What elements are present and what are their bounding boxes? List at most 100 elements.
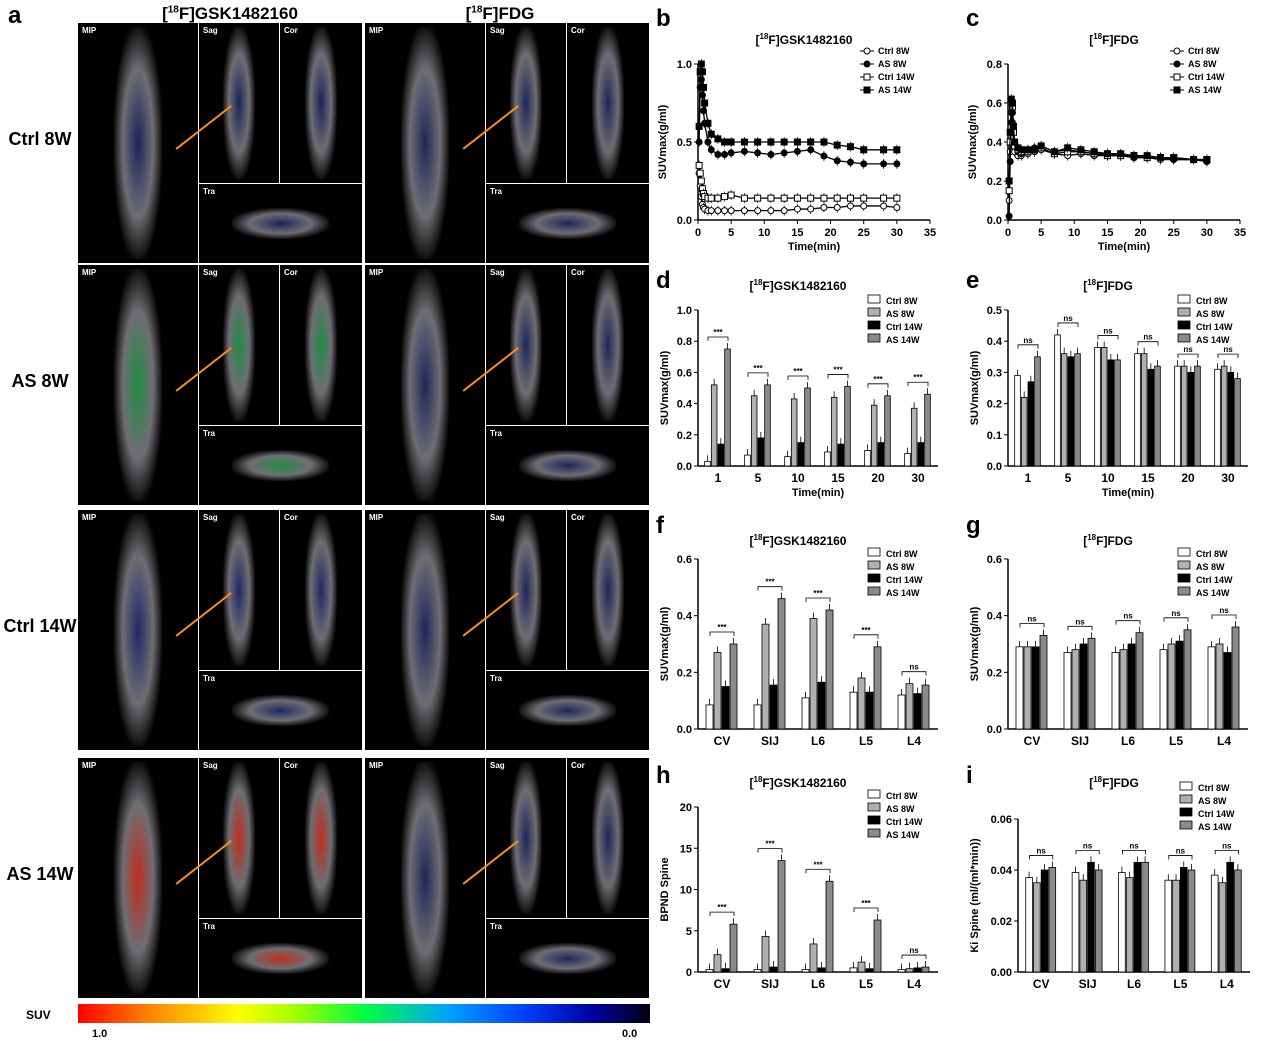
data-point <box>1143 152 1151 160</box>
data-point <box>846 158 854 166</box>
x-tick-label: 5 <box>755 471 762 485</box>
tile-label: Cor <box>284 761 298 770</box>
data-point <box>820 138 828 146</box>
data-point <box>721 150 729 158</box>
legend-label: AS 8W <box>1198 796 1227 806</box>
significance-label: ns <box>1123 612 1133 621</box>
x-tick-label: 0 <box>695 227 701 239</box>
legend-label: AS 8W <box>886 562 915 572</box>
mip-image: MIP <box>365 510 485 750</box>
spine-render <box>518 207 617 240</box>
tile-label: Tra <box>203 429 216 438</box>
data-point <box>740 207 748 215</box>
spine-render <box>231 694 330 727</box>
data-point <box>1156 154 1164 162</box>
legend-swatch <box>867 573 881 583</box>
bar <box>1039 635 1048 730</box>
legend-label: Ctrl 8W <box>1196 549 1228 559</box>
legend-swatch <box>1179 781 1193 791</box>
y-tick-label: 0.4 <box>987 336 1003 348</box>
significance-bracket <box>1075 849 1100 855</box>
x-tick-label: SIJ <box>1071 734 1089 748</box>
data-point <box>1006 128 1014 136</box>
x-tick-label: 5 <box>728 227 734 239</box>
legend-swatch <box>867 333 881 343</box>
y-tick-label: 15 <box>680 843 692 855</box>
y-tick-label: 5 <box>686 926 692 938</box>
data-point <box>721 193 729 201</box>
spine-render <box>114 269 162 501</box>
bar <box>1223 652 1232 730</box>
bar <box>817 681 826 730</box>
column-title-fdg: [18F]FDG <box>465 4 535 23</box>
chart-title: [18F]GSK1482160 <box>750 278 847 293</box>
legend-label: AS 14W <box>886 335 920 345</box>
bar <box>857 961 866 973</box>
significance-label: ns <box>1083 841 1093 850</box>
legend-label: AS 14W <box>1188 85 1222 95</box>
bar <box>704 460 711 467</box>
data-point <box>893 204 901 212</box>
spine-render <box>518 694 617 727</box>
significance-label: *** <box>873 375 883 384</box>
tile-label: Tra <box>490 922 503 931</box>
bar <box>729 923 738 973</box>
bar <box>764 384 771 467</box>
chart-g: g [18F]FDG 0.0 0.2 0.4 0.6 CV ns SIJ ns L6 ns L5 ns L4… <box>966 512 1248 748</box>
data-point <box>880 194 888 202</box>
coronal-image: Cor <box>567 758 649 918</box>
legend-label: AS 14W <box>1196 335 1230 345</box>
data-point <box>698 68 706 76</box>
significance-label: *** <box>765 840 775 849</box>
bar <box>797 442 805 467</box>
spine-render <box>304 27 338 179</box>
bar <box>1114 359 1121 467</box>
spine-render <box>401 269 449 501</box>
significance-label: *** <box>793 367 803 376</box>
y-axis-label: SUVmax(g/ml) <box>967 104 979 179</box>
legend-label: Ctrl 8W <box>886 549 918 559</box>
coronal-image: Cor <box>280 265 362 425</box>
x-tick-label: L6 <box>811 734 825 748</box>
data-point <box>700 83 708 91</box>
bar <box>1074 353 1081 467</box>
bar <box>1140 353 1148 467</box>
y-axis-label: SUVmax(g/ml) <box>659 350 671 425</box>
data-point <box>1005 177 1013 185</box>
x-tick-label: L4 <box>1217 734 1231 748</box>
bar <box>825 609 834 730</box>
legend-swatch <box>867 789 881 799</box>
y-tick-label: 0.4 <box>677 399 693 411</box>
data-point <box>807 205 815 213</box>
legend-label: AS 8W <box>886 309 915 319</box>
chart-c: c [18F]FDG 0.0 0.2 0.4 0.6 0.8 0 5 10 15 20 25 30 35 Ti… <box>966 5 1246 253</box>
bar <box>913 693 922 730</box>
bar <box>1187 372 1195 467</box>
bar <box>713 652 722 730</box>
x-tick-label: 5 <box>1038 227 1044 239</box>
chart-b: b [18F]GSK1482160 0.0 0.5 1.0 0 5 10 15 20 25 30 35 T… <box>656 5 936 253</box>
significance-bracket <box>747 372 769 377</box>
bar <box>1133 861 1142 973</box>
x-tick-label: L4 <box>907 734 921 748</box>
significance-label: *** <box>833 365 843 374</box>
chart-title: [18F]FDG <box>1089 775 1139 790</box>
spine-render <box>401 762 449 994</box>
data-point <box>727 138 735 146</box>
legend-label: Ctrl 14W <box>1198 809 1235 819</box>
significance-bracket <box>901 954 927 960</box>
y-tick-label: 0.2 <box>987 176 1002 188</box>
y-tick-label: 0.0 <box>677 215 692 227</box>
legend-swatch <box>1177 333 1191 343</box>
bar <box>1025 877 1033 973</box>
data-point <box>1064 144 1072 152</box>
legend-marker <box>1173 47 1181 55</box>
legend-swatch <box>1177 307 1191 317</box>
significance-label: *** <box>913 373 923 382</box>
y-tick-label: 0.4 <box>987 137 1003 149</box>
legend-swatch <box>1177 586 1191 596</box>
tile-label: Sag <box>203 268 218 277</box>
data-point <box>1011 138 1019 146</box>
data-point <box>1008 99 1016 107</box>
bar <box>1111 652 1120 730</box>
